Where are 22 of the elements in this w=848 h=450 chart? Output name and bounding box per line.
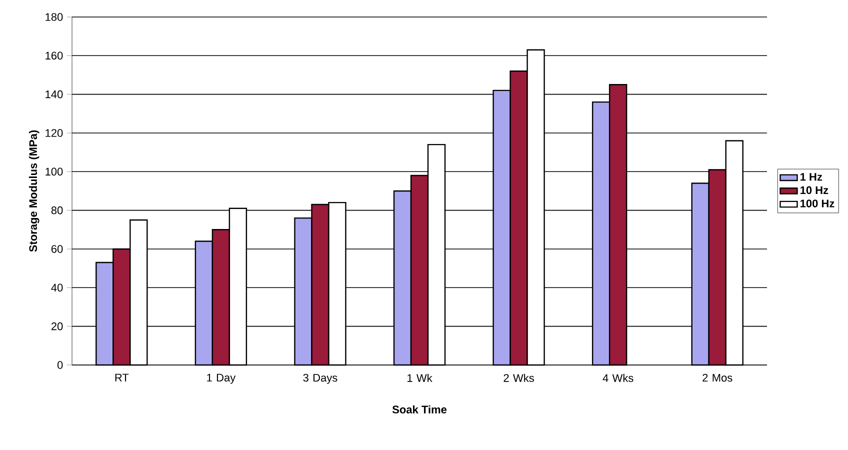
legend-label: 100 Hz: [800, 200, 834, 208]
x-tick-label: 3 Days: [303, 374, 338, 384]
y-tick-label: 160: [46, 52, 63, 60]
x-tick-label: 1 Wk: [408, 374, 432, 382]
y-tick-label: 60: [51, 245, 63, 253]
y-tick-label: 40: [51, 284, 63, 292]
x-tick-label: 4 Wks: [602, 374, 634, 382]
y-tick-label: 80: [51, 206, 63, 214]
y-tick-label: 140: [46, 90, 63, 98]
x-tick-label: 2 Wks: [504, 374, 534, 382]
y-tick-label: 120: [46, 129, 63, 137]
x-tick-label: RT: [115, 374, 129, 382]
x-tick-label: 2 Mos: [702, 374, 732, 382]
y-tick-label: 20: [51, 322, 63, 330]
y-tick-label: 180: [46, 13, 63, 21]
y-axis-title: Storage Modulus (MPa): [28, 130, 40, 252]
y-tick-label: 0: [57, 361, 63, 369]
y-tick-label: 100: [46, 168, 63, 176]
legend-label: 10 Hz: [800, 186, 828, 194]
x-axis-title: Soak Time: [392, 405, 447, 414]
x-tick-label: 1 Day: [207, 374, 236, 384]
legend-label: 1 Hz: [800, 173, 822, 181]
